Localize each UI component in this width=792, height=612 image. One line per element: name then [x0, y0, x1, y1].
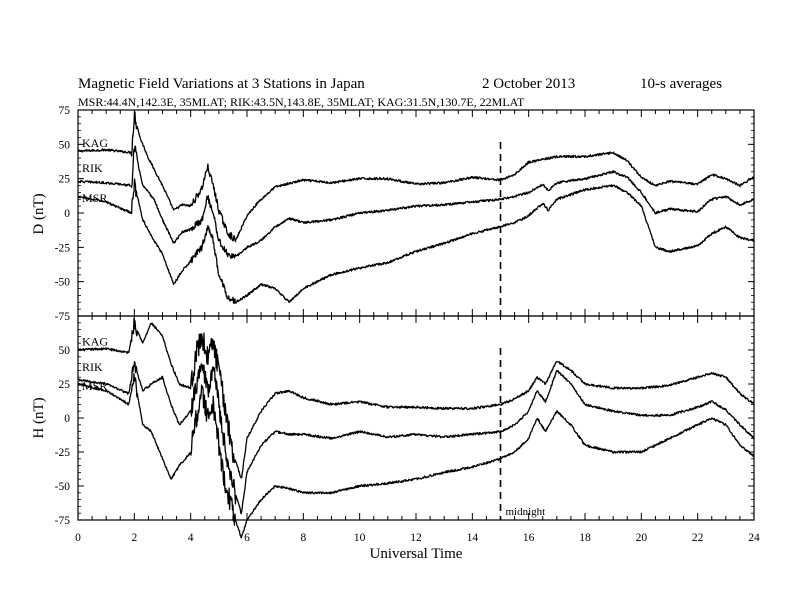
x-tick-label: 0	[75, 532, 81, 544]
series-line-rik-h	[77, 360, 755, 515]
y-tick-label-d: 25	[59, 174, 71, 186]
series-label-kag-d: KAG	[82, 136, 108, 150]
y-tick-label-d: -50	[55, 277, 71, 289]
y-tick-label-d: 75	[59, 105, 71, 117]
y-tick-label-d: 0	[64, 208, 70, 220]
panel-frame-h	[77, 315, 755, 521]
series-line-rik-d	[77, 145, 755, 259]
y-axis-title-d: D (nT)	[31, 193, 47, 234]
y-tick-label-d: -75	[55, 311, 71, 323]
plot-layer: 75 50 25 0 -25 -50 -75 KAG RIK MSR 50 25 0 -25 -50 -75 K…	[55, 105, 760, 544]
y-tick-label-h: 50	[59, 345, 71, 357]
series-line-kag-h	[77, 317, 755, 479]
x-tick-label: 4	[188, 532, 194, 544]
chart-date: 2 October 2013	[482, 76, 575, 92]
y-tick-label-h: 0	[64, 413, 70, 425]
x-tick-label: 14	[467, 532, 479, 544]
x-tick-label: 10	[354, 532, 366, 544]
series-label-msr-d: MSR	[82, 191, 107, 205]
x-tick-label: 8	[300, 532, 306, 544]
x-tick-label: 2	[131, 532, 137, 544]
series-line-kag-d	[77, 111, 755, 243]
x-tick-label: 22	[692, 532, 704, 544]
x-tick-label: 24	[748, 532, 760, 544]
y-tick-label-h: 25	[59, 379, 71, 391]
x-tick-label: 18	[579, 532, 591, 544]
chart-title: Magnetic Field Variations at 3 Stations …	[78, 76, 365, 92]
series-label-kag-h: KAG	[82, 335, 108, 349]
station-coordinates: MSR:44.4N,142.3E, 35MLAT; RIK:43.5N,143.…	[78, 95, 525, 109]
series-line-msr-h	[77, 372, 755, 539]
x-tick-label: 12	[410, 532, 422, 544]
y-tick-label-d: -25	[55, 242, 71, 254]
series-label-msr-h: MSR	[82, 379, 107, 393]
series-line-msr-d	[77, 178, 755, 305]
panel-frame-d	[77, 109, 755, 317]
midnight-label: midnight	[506, 506, 546, 518]
series-label-rik-d: RIK	[82, 161, 103, 175]
x-tick-label: 20	[636, 532, 648, 544]
y-tick-label-h: -75	[55, 515, 71, 527]
y-tick-label-h: -50	[55, 481, 71, 493]
x-axis-title: Universal Time	[370, 546, 463, 562]
x-tick-label: 16	[523, 532, 535, 544]
series-label-rik-h: RIK	[82, 360, 103, 374]
x-tick-label: 6	[244, 532, 250, 544]
chart-averaging: 10-s averages	[640, 76, 722, 92]
y-tick-label-d: 50	[59, 139, 71, 151]
y-axis-title-h: H (nT)	[31, 397, 47, 438]
y-tick-label-h: -25	[55, 447, 71, 459]
